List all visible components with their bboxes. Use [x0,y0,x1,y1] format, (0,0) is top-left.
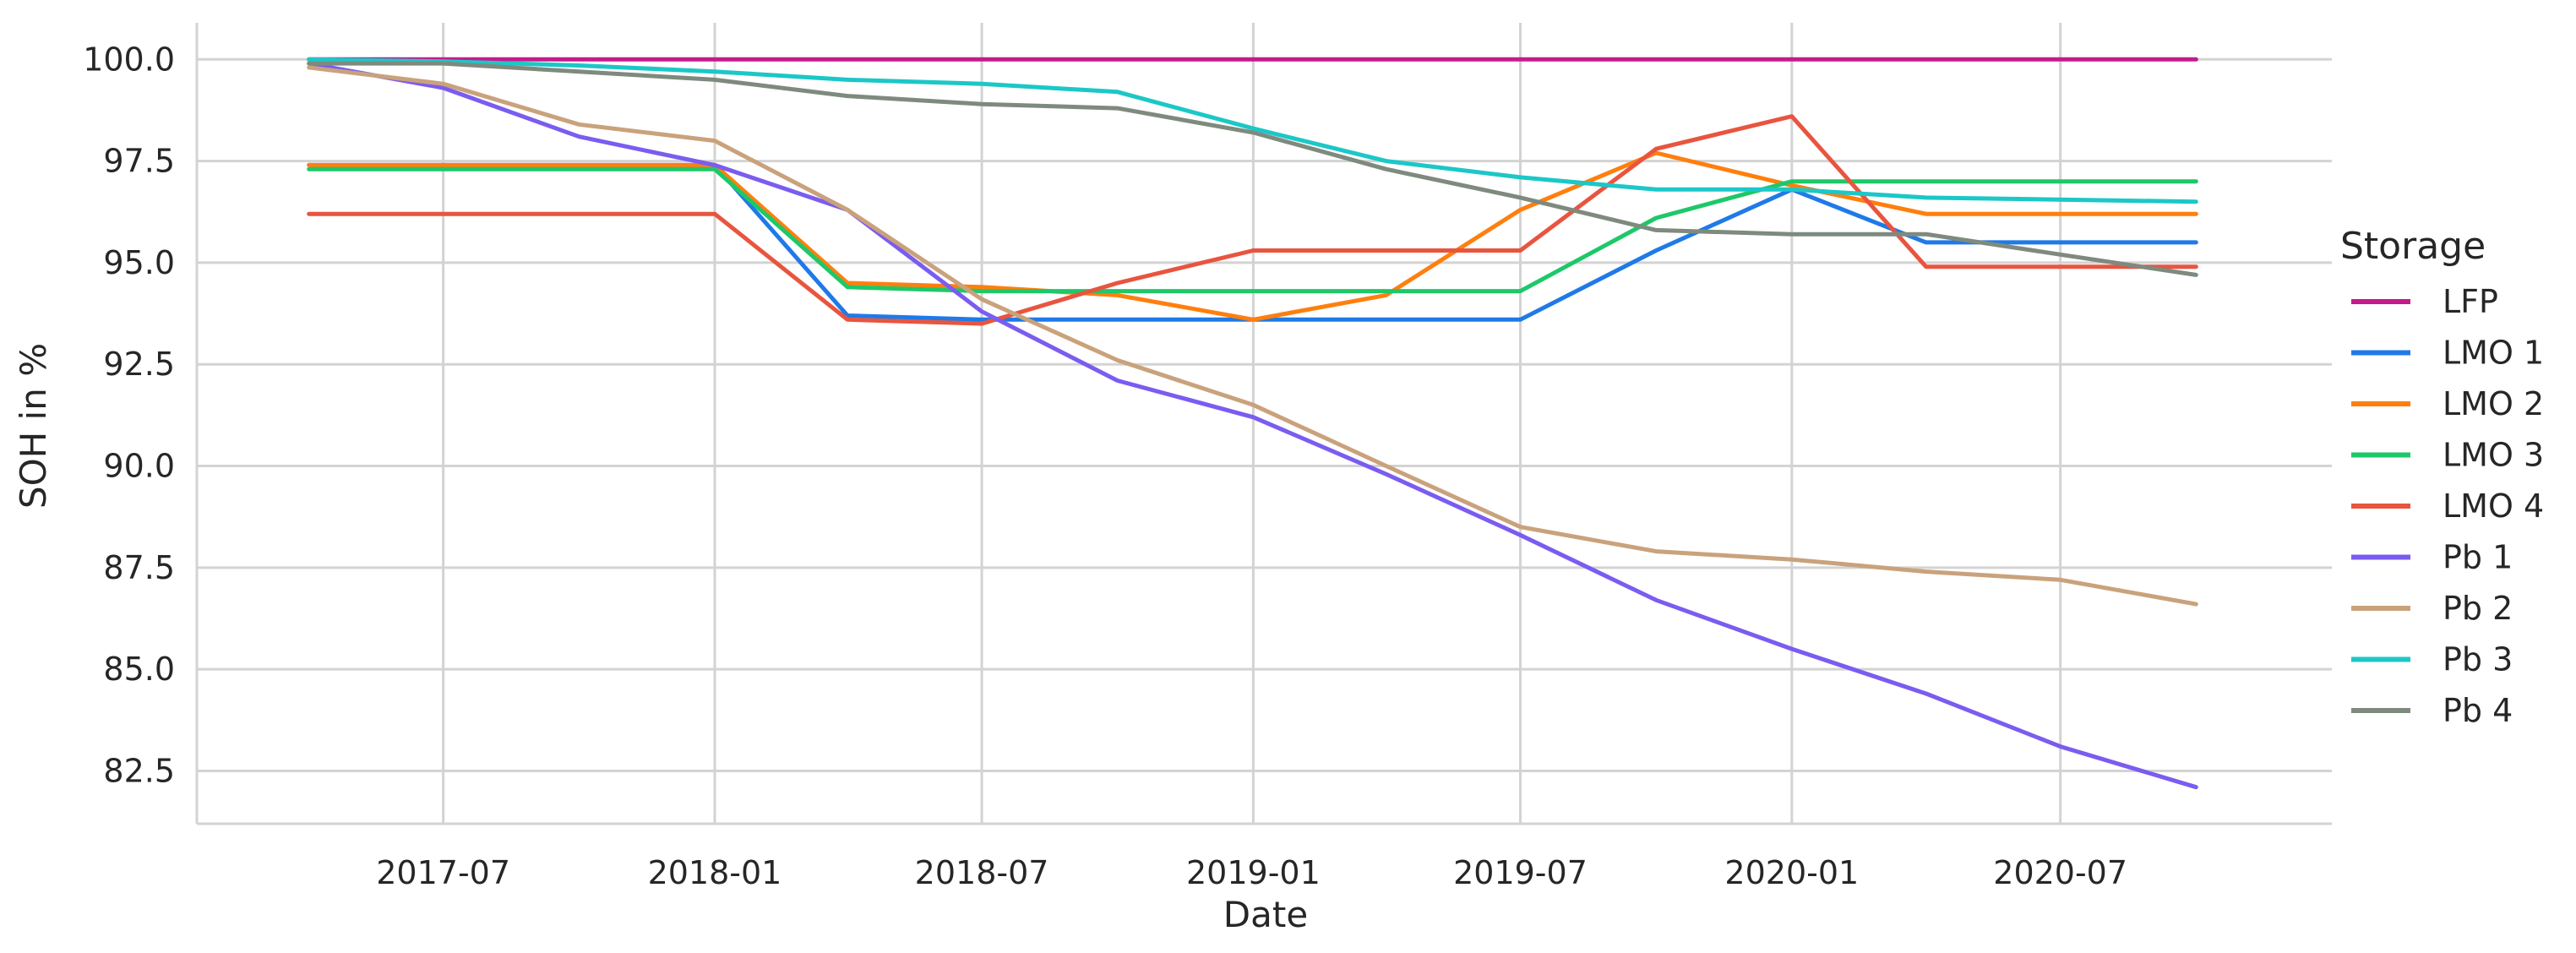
legend-label: Pb 2 [2443,590,2513,627]
series-line-lmo-1 [307,162,2198,322]
legend-label: LMO 3 [2443,437,2544,474]
series-line-lmo-3 [307,166,2198,294]
legend-item: LFP [2351,283,2498,320]
y-tick-label: 85.0 [103,651,175,688]
x-tick-label: 2017-07 [376,854,510,891]
y-tick-labels: 100.0 97.5 95.0 92.5 90.0 87.5 85.0 82.5 [83,41,175,789]
y-tick-label: 92.5 [103,346,175,383]
legend-label: Pb 3 [2443,641,2513,678]
legend-label: LMO 2 [2443,385,2544,422]
series-lines [307,57,2198,790]
y-tick-label: 90.0 [103,448,175,485]
legend-item: LMO 3 [2351,437,2544,474]
gridlines [197,23,2332,824]
y-tick-label: 95.0 [103,244,175,281]
y-tick-label: 87.5 [103,549,175,586]
legend-item: Pb 2 [2351,590,2513,627]
y-axis-label: SOH in % [13,343,54,509]
legend-label: Pb 4 [2443,692,2513,729]
x-tick-label: 2018-01 [648,854,782,891]
legend-item: LMO 2 [2351,385,2544,422]
series-line-lmo-4 [307,114,2198,326]
legend-item: Pb 1 [2351,539,2513,576]
y-tick-label: 82.5 [103,752,175,789]
legend-label: Pb 1 [2443,539,2513,576]
legend-title: Storage [2340,225,2486,268]
legend-label: LMO 4 [2443,487,2544,525]
legend-items: LFP LMO 1 LMO 2 LMO 3 LMO 4 Pb 1 Pb 2 Pb 3 Pb 4 [2351,283,2544,729]
x-tick-labels: 2017-07 2018-01 2018-07 2019-01 2019-07 2020-… [376,854,2127,891]
y-tick-label: 97.5 [103,143,175,180]
series-line-pb-1 [307,61,2198,790]
x-axis-label: Date [1223,894,1308,935]
legend-item: LMO 1 [2351,335,2544,372]
legend-label: LMO 1 [2443,335,2544,372]
x-tick-label: 2019-01 [1186,854,1321,891]
y-tick-label: 100.0 [83,41,175,78]
legend-item: LMO 4 [2351,487,2544,525]
legend-item: Pb 4 [2351,692,2513,729]
series-line-pb-2 [307,65,2198,607]
x-tick-label: 2018-07 [915,854,1049,891]
x-tick-label: 2020-07 [1993,854,2127,891]
axes-spines [195,23,2332,825]
legend: Storage LFP LMO 1 LMO 2 LMO 3 LMO 4 Pb 1 Pb 2 P… [2340,225,2544,729]
series-line-pb-3 [307,57,2198,204]
legend-label: LFP [2443,283,2498,320]
series-line-pb-4 [307,61,2198,277]
x-tick-label: 2019-07 [1453,854,1588,891]
x-tick-label: 2020-01 [1724,854,1859,891]
legend-item: Pb 3 [2351,641,2513,678]
